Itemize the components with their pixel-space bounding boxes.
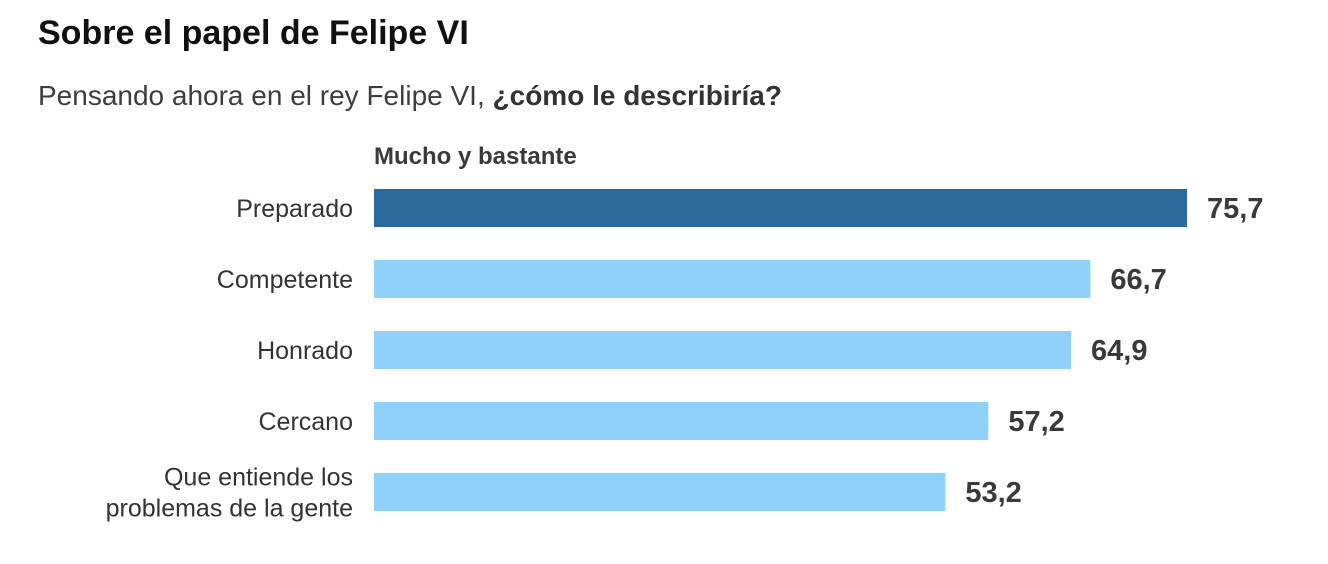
bar <box>374 473 946 511</box>
bar-value-label: 57,2 <box>1008 406 1064 438</box>
category-label: problemas de la gente <box>106 495 353 523</box>
chart-subtitle: Pensando ahora en el rey Felipe VI, ¿cóm… <box>38 80 782 112</box>
chart-title: Sobre el papel de Felipe VI <box>38 14 469 52</box>
bar <box>374 260 1091 298</box>
category-label: Que entiende los <box>164 464 353 492</box>
category-label: Competente <box>217 266 353 294</box>
bar-value-label: 75,7 <box>1207 193 1263 225</box>
bar <box>374 331 1072 369</box>
subtitle-lead: Pensando ahora en el rey Felipe VI, <box>38 80 493 111</box>
bar-value-label: 66,7 <box>1110 264 1166 296</box>
subtitle-question: ¿cómo le describiría? <box>492 80 782 111</box>
bar <box>374 402 989 440</box>
bar-value-label: 64,9 <box>1091 335 1147 367</box>
bar <box>374 189 1188 227</box>
category-label: Preparado <box>236 195 353 223</box>
category-label: Honrado <box>257 337 353 365</box>
bar-value-label: 53,2 <box>965 477 1021 509</box>
column-header: Mucho y bastante <box>374 143 577 170</box>
category-label: Cercano <box>259 408 354 436</box>
